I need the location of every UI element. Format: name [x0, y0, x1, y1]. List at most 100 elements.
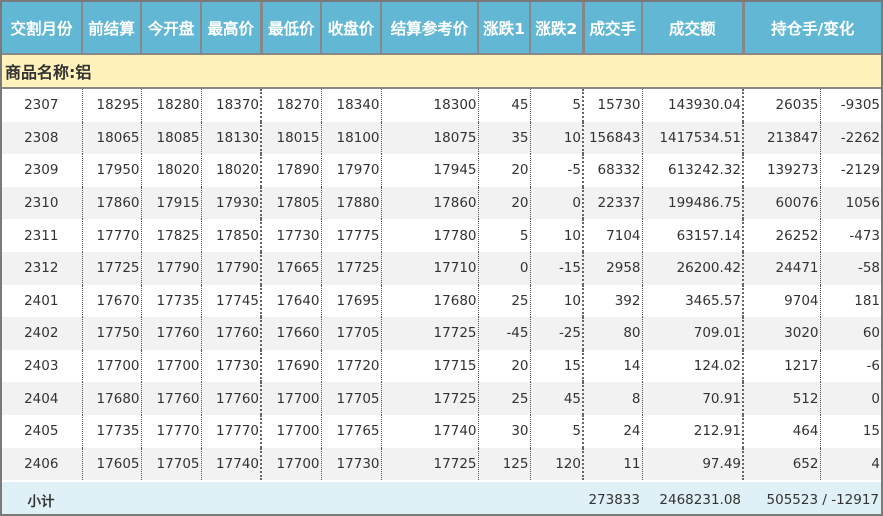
table-cell: 14	[582, 349, 642, 383]
table-cell: 17890	[260, 154, 321, 187]
table-cell: 17825	[140, 219, 201, 252]
table-cell: 17860	[380, 186, 478, 220]
table-cell: 18300	[380, 88, 478, 122]
table-cell: 3465.57	[641, 284, 743, 318]
table-cell: 17700	[81, 349, 141, 383]
table-cell: 10	[529, 219, 583, 252]
table-row: 2312 17725 17790 17790 17665 17725 17710 0 -15 29…	[2, 251, 881, 285]
table-row: 2403 17700 17700 17730 17690 17720 17715 20 15 14…	[2, 349, 881, 383]
table-cell: 709.01	[641, 317, 743, 350]
table-cell: 17790	[140, 251, 201, 285]
table-cell: 26200.42	[641, 251, 743, 285]
table-row: 2309 17950 18020 18020 17890 17970 17945 20 -5 68…	[2, 154, 881, 187]
table-cell: 17720	[320, 349, 381, 383]
table-cell: -5	[529, 154, 583, 187]
subtotal-empty	[82, 480, 583, 514]
subtotal-row: 小计 273833 2468231.08 505523 / -12917	[2, 480, 881, 514]
table-cell: 17725	[320, 251, 381, 285]
table-cell: 139273	[742, 154, 820, 187]
table-cell: 17730	[320, 447, 381, 482]
table-cell: 17970	[320, 154, 381, 187]
table-cell: 17765	[320, 414, 381, 448]
table-cell: 80	[582, 317, 642, 350]
table-cell: 24	[582, 414, 642, 448]
product-row: 商品名称:铝	[2, 54, 881, 89]
table-cell: 20	[477, 349, 530, 383]
table-row: 2310 17860 17915 17930 17805 17880 17860 20 0 223…	[2, 186, 881, 220]
table-cell: -473	[819, 219, 881, 252]
table-cell: 24471	[742, 251, 820, 285]
column-header: 涨跌2	[529, 2, 583, 55]
table-cell: 25	[477, 382, 530, 415]
table-cell: 2401	[24, 292, 59, 309]
table-cell: 120	[529, 447, 583, 482]
column-header: 涨跌1	[477, 2, 530, 55]
table-cell: 26035	[742, 88, 820, 122]
table-cell: 17770	[200, 414, 261, 448]
table-cell: 1417534.51	[641, 121, 743, 155]
table-cell: 124.02	[641, 349, 743, 383]
table-cell: 18295	[81, 88, 141, 122]
table-cell: 18100	[320, 121, 381, 155]
table-cell: 17760	[200, 382, 261, 415]
table-cell: -58	[819, 251, 881, 285]
table-cell: 181	[819, 284, 881, 318]
table-cell: 17710	[380, 251, 478, 285]
table-cell: 18020	[200, 154, 261, 187]
table-cell: 17740	[200, 447, 261, 482]
table-cell: 70.91	[641, 382, 743, 415]
column-header: 结算参考价	[380, 2, 478, 55]
table-cell: 17700	[140, 349, 201, 383]
table-cell: 2404	[2, 382, 82, 415]
table-cell: 9704	[742, 284, 820, 318]
table-cell: 18085	[140, 121, 201, 155]
header-row: 交割月份 前结算 今开盘 最高价 最低价 收盘价 结算参考价 涨跌1 涨跌2 成交手 成交额 持仓手/…	[2, 2, 881, 55]
table-cell: 17930	[200, 186, 261, 220]
table-cell: 613242.32	[641, 154, 743, 187]
table-cell: 212.91	[641, 414, 743, 448]
table-cell: 18340	[320, 88, 381, 122]
table-cell: 26252	[742, 219, 820, 252]
table-cell: 199486.75	[641, 186, 743, 220]
table-cell: 60	[819, 317, 881, 350]
table-cell: -15	[529, 251, 583, 285]
table-cell: 18015	[260, 121, 321, 155]
table-cell: 63157.14	[641, 219, 743, 252]
table-cell: 2312	[2, 251, 82, 285]
table-cell: 25	[477, 284, 530, 318]
table-cell: 18130	[200, 121, 261, 155]
table-cell: 17715	[380, 349, 478, 383]
column-header: 持仓手/变化	[741, 2, 881, 55]
column-header: 成交额	[641, 2, 743, 55]
table-cell: 17640	[260, 284, 321, 318]
table-cell: 17790	[200, 251, 261, 285]
table-cell: 3020	[742, 317, 820, 350]
table-cell: 464	[742, 414, 820, 448]
table-cell: 35	[477, 121, 530, 155]
table-cell: 17680	[380, 284, 478, 318]
table-cell: 0	[819, 382, 881, 415]
subtotal-turnover: 2468231.08	[642, 480, 743, 514]
table-row: 2308 18065 18085 18130 18015 18100 18075 35 10 15…	[2, 121, 881, 155]
table-cell: 4	[819, 447, 881, 482]
table-cell: 17850	[200, 219, 261, 252]
table-cell: 2309	[24, 162, 59, 179]
table-cell: 392	[582, 284, 642, 318]
table-cell: 17700	[260, 414, 321, 448]
table-cell: 17915	[140, 186, 201, 220]
table-cell: 20	[477, 186, 530, 220]
table-cell: 17705	[140, 447, 201, 482]
table-cell: 45	[529, 382, 583, 415]
table-cell: 10	[529, 284, 583, 318]
table-cell: 17760	[200, 317, 261, 350]
table-cell: 17605	[81, 447, 141, 482]
table-cell: 20	[477, 154, 530, 187]
table-cell: 7104	[582, 219, 642, 252]
table-cell: 17750	[81, 317, 141, 350]
table-cell: -9305	[819, 88, 881, 122]
table-cell: 17880	[320, 186, 381, 220]
table-cell: 2310	[2, 186, 82, 220]
table-cell: 2958	[582, 251, 642, 285]
